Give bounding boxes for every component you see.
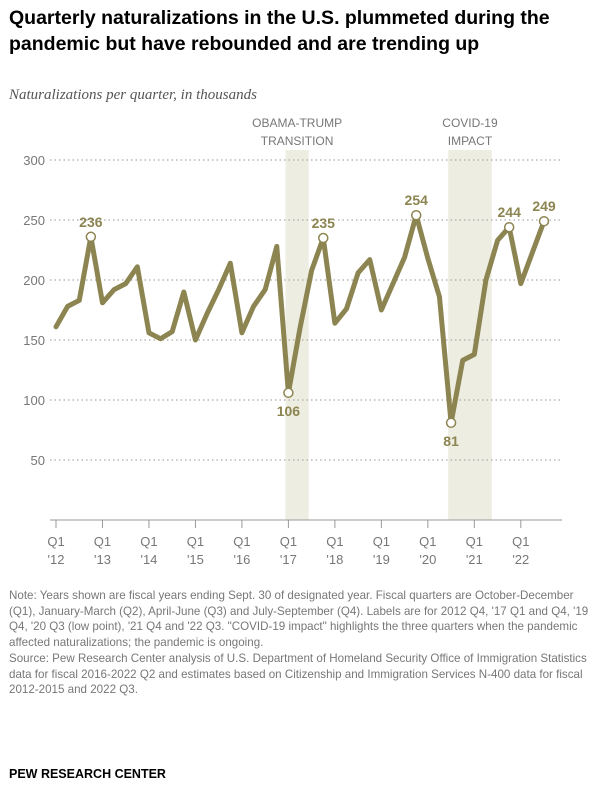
highlight-marker	[538, 215, 550, 227]
shaded-period-label: TRANSITION	[261, 134, 334, 148]
data-label: 235	[312, 215, 336, 231]
x-tick-label: Q1	[373, 534, 390, 549]
highlight-marker	[410, 209, 422, 221]
x-tick-label: '16	[233, 552, 250, 567]
x-tick-label: '12	[48, 552, 65, 567]
data-label: 254	[405, 192, 429, 208]
x-tick-label: '17	[280, 552, 297, 567]
highlight-marker	[283, 387, 294, 399]
x-tick-label: Q1	[94, 534, 111, 549]
x-tick-label: Q1	[233, 534, 250, 549]
x-tick-label: '13	[94, 552, 111, 567]
y-tick-label: 100	[23, 393, 45, 408]
data-label: 106	[277, 403, 301, 419]
shaded-period-label: COVID-19	[442, 116, 498, 130]
highlight-marker	[445, 417, 457, 429]
highlight-marker	[85, 231, 97, 243]
x-tick-label: Q1	[140, 534, 157, 549]
x-tick-label: '20	[419, 552, 436, 567]
x-tick-label: Q1	[280, 534, 297, 549]
highlight-marker	[318, 232, 329, 244]
chart-notes: Note: Years shown are fiscal years endin…	[9, 588, 599, 698]
data-label: 249	[532, 198, 556, 214]
x-tick-label: Q1	[47, 534, 64, 549]
shaded-period-label: IMPACT	[448, 134, 493, 148]
x-tick-label: Q1	[419, 534, 436, 549]
y-tick-label: 250	[23, 213, 45, 228]
x-tick-label: '22	[512, 552, 529, 567]
x-tick-label: Q1	[326, 534, 343, 549]
highlight-marker	[503, 221, 515, 233]
brand-logo-text: PEW RESEARCH CENTER	[9, 767, 166, 781]
data-label: 81	[443, 433, 459, 449]
x-tick-label: '19	[373, 552, 390, 567]
x-tick-label: '21	[466, 552, 483, 567]
line-chart: OBAMA-TRUMP TRANSITION COVID-19 IMPACT 50 100…	[23, 116, 562, 567]
note-text: Note: Years shown are fiscal years endin…	[9, 589, 589, 650]
x-tick-label: Q1	[187, 534, 204, 549]
y-tick-label: 300	[23, 153, 45, 168]
x-tick-label: '15	[187, 552, 204, 567]
data-label: 236	[79, 214, 103, 230]
y-tick-label: 50	[31, 453, 45, 468]
shaded-period-label: OBAMA-TRUMP	[252, 116, 342, 130]
data-label: 244	[498, 204, 522, 220]
shaded-period	[448, 150, 492, 520]
chart-title: Quarterly naturalizations in the U.S. pl…	[9, 7, 550, 55]
y-tick-label: 200	[23, 273, 45, 288]
chart-subtitle: Naturalizations per quarter, in thousand…	[9, 87, 257, 103]
x-tick-label: '14	[140, 552, 157, 567]
x-tick-label: Q1	[466, 534, 483, 549]
y-tick-label: 150	[23, 333, 45, 348]
x-tick-label: '18	[326, 552, 343, 567]
x-tick-label: Q1	[512, 534, 529, 549]
source-text: Source: Pew Research Center analysis of …	[9, 651, 587, 697]
